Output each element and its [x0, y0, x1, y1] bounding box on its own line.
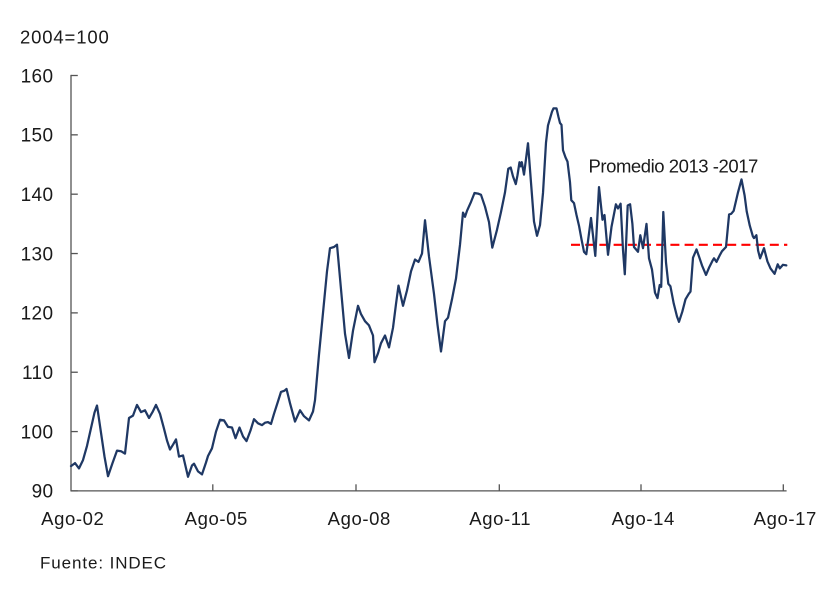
svg-text:Ago-14: Ago-14 — [612, 508, 675, 529]
svg-text:Ago-08: Ago-08 — [328, 508, 391, 529]
svg-text:Fuente: INDEC: Fuente: INDEC — [40, 554, 167, 573]
svg-text:Ago-17: Ago-17 — [754, 508, 817, 529]
svg-text:90: 90 — [32, 482, 54, 503]
svg-text:Ago-05: Ago-05 — [185, 508, 248, 529]
svg-text:Ago-11: Ago-11 — [469, 508, 531, 529]
svg-text:130: 130 — [21, 244, 54, 265]
svg-text:140: 140 — [21, 185, 54, 206]
svg-text:150: 150 — [21, 126, 54, 147]
svg-text:2004=100: 2004=100 — [20, 26, 110, 47]
svg-text:160: 160 — [21, 66, 54, 87]
svg-text:100: 100 — [21, 422, 54, 443]
svg-text:Promedio 2013 -2017: Promedio 2013 -2017 — [589, 156, 759, 177]
svg-text:Ago-02: Ago-02 — [41, 508, 104, 529]
svg-text:110: 110 — [22, 363, 54, 384]
svg-text:120: 120 — [21, 304, 54, 325]
